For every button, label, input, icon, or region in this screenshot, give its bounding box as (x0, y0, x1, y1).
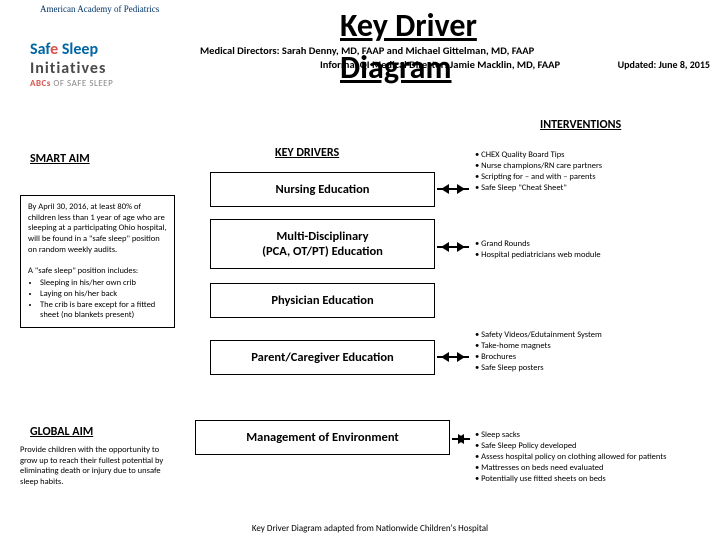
interv-group-4: Sleep sacks Safe Sleep Policy developed … (475, 430, 700, 485)
interv-group-2: Grand Rounds Hospital pediatricians web … (475, 239, 700, 261)
global-aim-text: Provide children with the opportunity to… (20, 445, 175, 488)
interv-item: Grand Rounds (475, 239, 700, 250)
interv-item: CHEX Quality Board Tips (475, 150, 700, 161)
interv-item: Safe Sleep posters (475, 363, 700, 374)
driver-environment: Management of Environment (195, 420, 450, 455)
arrow-icon (452, 438, 470, 440)
interv-item: Safe Sleep Policy developed (475, 441, 700, 452)
interv-item: Take-home magnets (475, 341, 700, 352)
aap-logo-text: American Academy of Pediatrics (40, 4, 159, 14)
interv-group-3: Safety Videos/Edutainment System Take-ho… (475, 330, 700, 374)
heading-key-drivers: KEY DRIVERS (275, 146, 339, 160)
heading-interventions: INTERVENTIONS (540, 118, 621, 132)
interv-item: Brochures (475, 352, 700, 363)
updated-date: Updated: June 8, 2015 (618, 58, 710, 72)
driver-physician: Physician Education (210, 283, 435, 318)
arrow-icon (437, 246, 469, 248)
interv-item: Safety Videos/Edutainment System (475, 330, 700, 341)
driver-multidisc-label: Multi-Disciplinary(PCA, OT/PT) Education (262, 229, 383, 259)
driver-parent: Parent/Caregiver Education (210, 340, 435, 375)
driver-nursing: Nursing Education (210, 172, 435, 207)
interv-group-1: CHEX Quality Board Tips Nurse champions/… (475, 150, 700, 194)
smart-aim-bullet: Laying on his/her back (40, 289, 167, 300)
interv-item: Hospital pediatricians web module (475, 250, 700, 261)
smart-aim-box: By April 30, 2016, at least 80% of child… (20, 195, 175, 328)
interv-item: Sleep sacks (475, 430, 700, 441)
interv-item: Safe Sleep "Cheat Sheet" (475, 183, 700, 194)
interv-item: Potentially use fitted sheets on beds (475, 474, 700, 485)
interv-item: Scripting for – and with – parents (475, 172, 700, 183)
heading-smart-aim: SMART AIM (30, 152, 90, 166)
arrow-icon (437, 356, 469, 358)
heading-global-aim: GLOBAL AIM (30, 425, 93, 439)
adapted-note: Key Driver Diagram adapted from Nationwi… (200, 523, 540, 534)
smart-aim-p1: By April 30, 2016, at least 80% of child… (28, 202, 167, 255)
smart-aim-bullet: The crib is bare except for a fitted she… (40, 300, 167, 321)
driver-multidisc: Multi-Disciplinary(PCA, OT/PT) Education (210, 219, 435, 269)
interv-item: Assess hospital policy on clothing allow… (475, 452, 700, 463)
smart-aim-p2: A "safe sleep" position includes: (28, 266, 167, 277)
arrow-icon (437, 188, 469, 190)
smart-aim-bullet: Sleeping in his/her own crib (40, 278, 167, 289)
safe-sleep-logo: Safe Sleep Initiatives ABCs OF SAFE SLEE… (30, 40, 180, 89)
page-title: Key Driver (340, 6, 477, 45)
interv-item: Mattresses on beds need evaluated (475, 463, 700, 474)
credits-line-1: Medical Directors: Sarah Denny, MD, FAAP… (200, 44, 710, 58)
credits-line-2: Informal QI Medical Director: Jamie Mack… (320, 58, 560, 71)
credits: Medical Directors: Sarah Denny, MD, FAAP… (200, 44, 710, 72)
interv-item: Nurse champions/RN care partners (475, 161, 700, 172)
